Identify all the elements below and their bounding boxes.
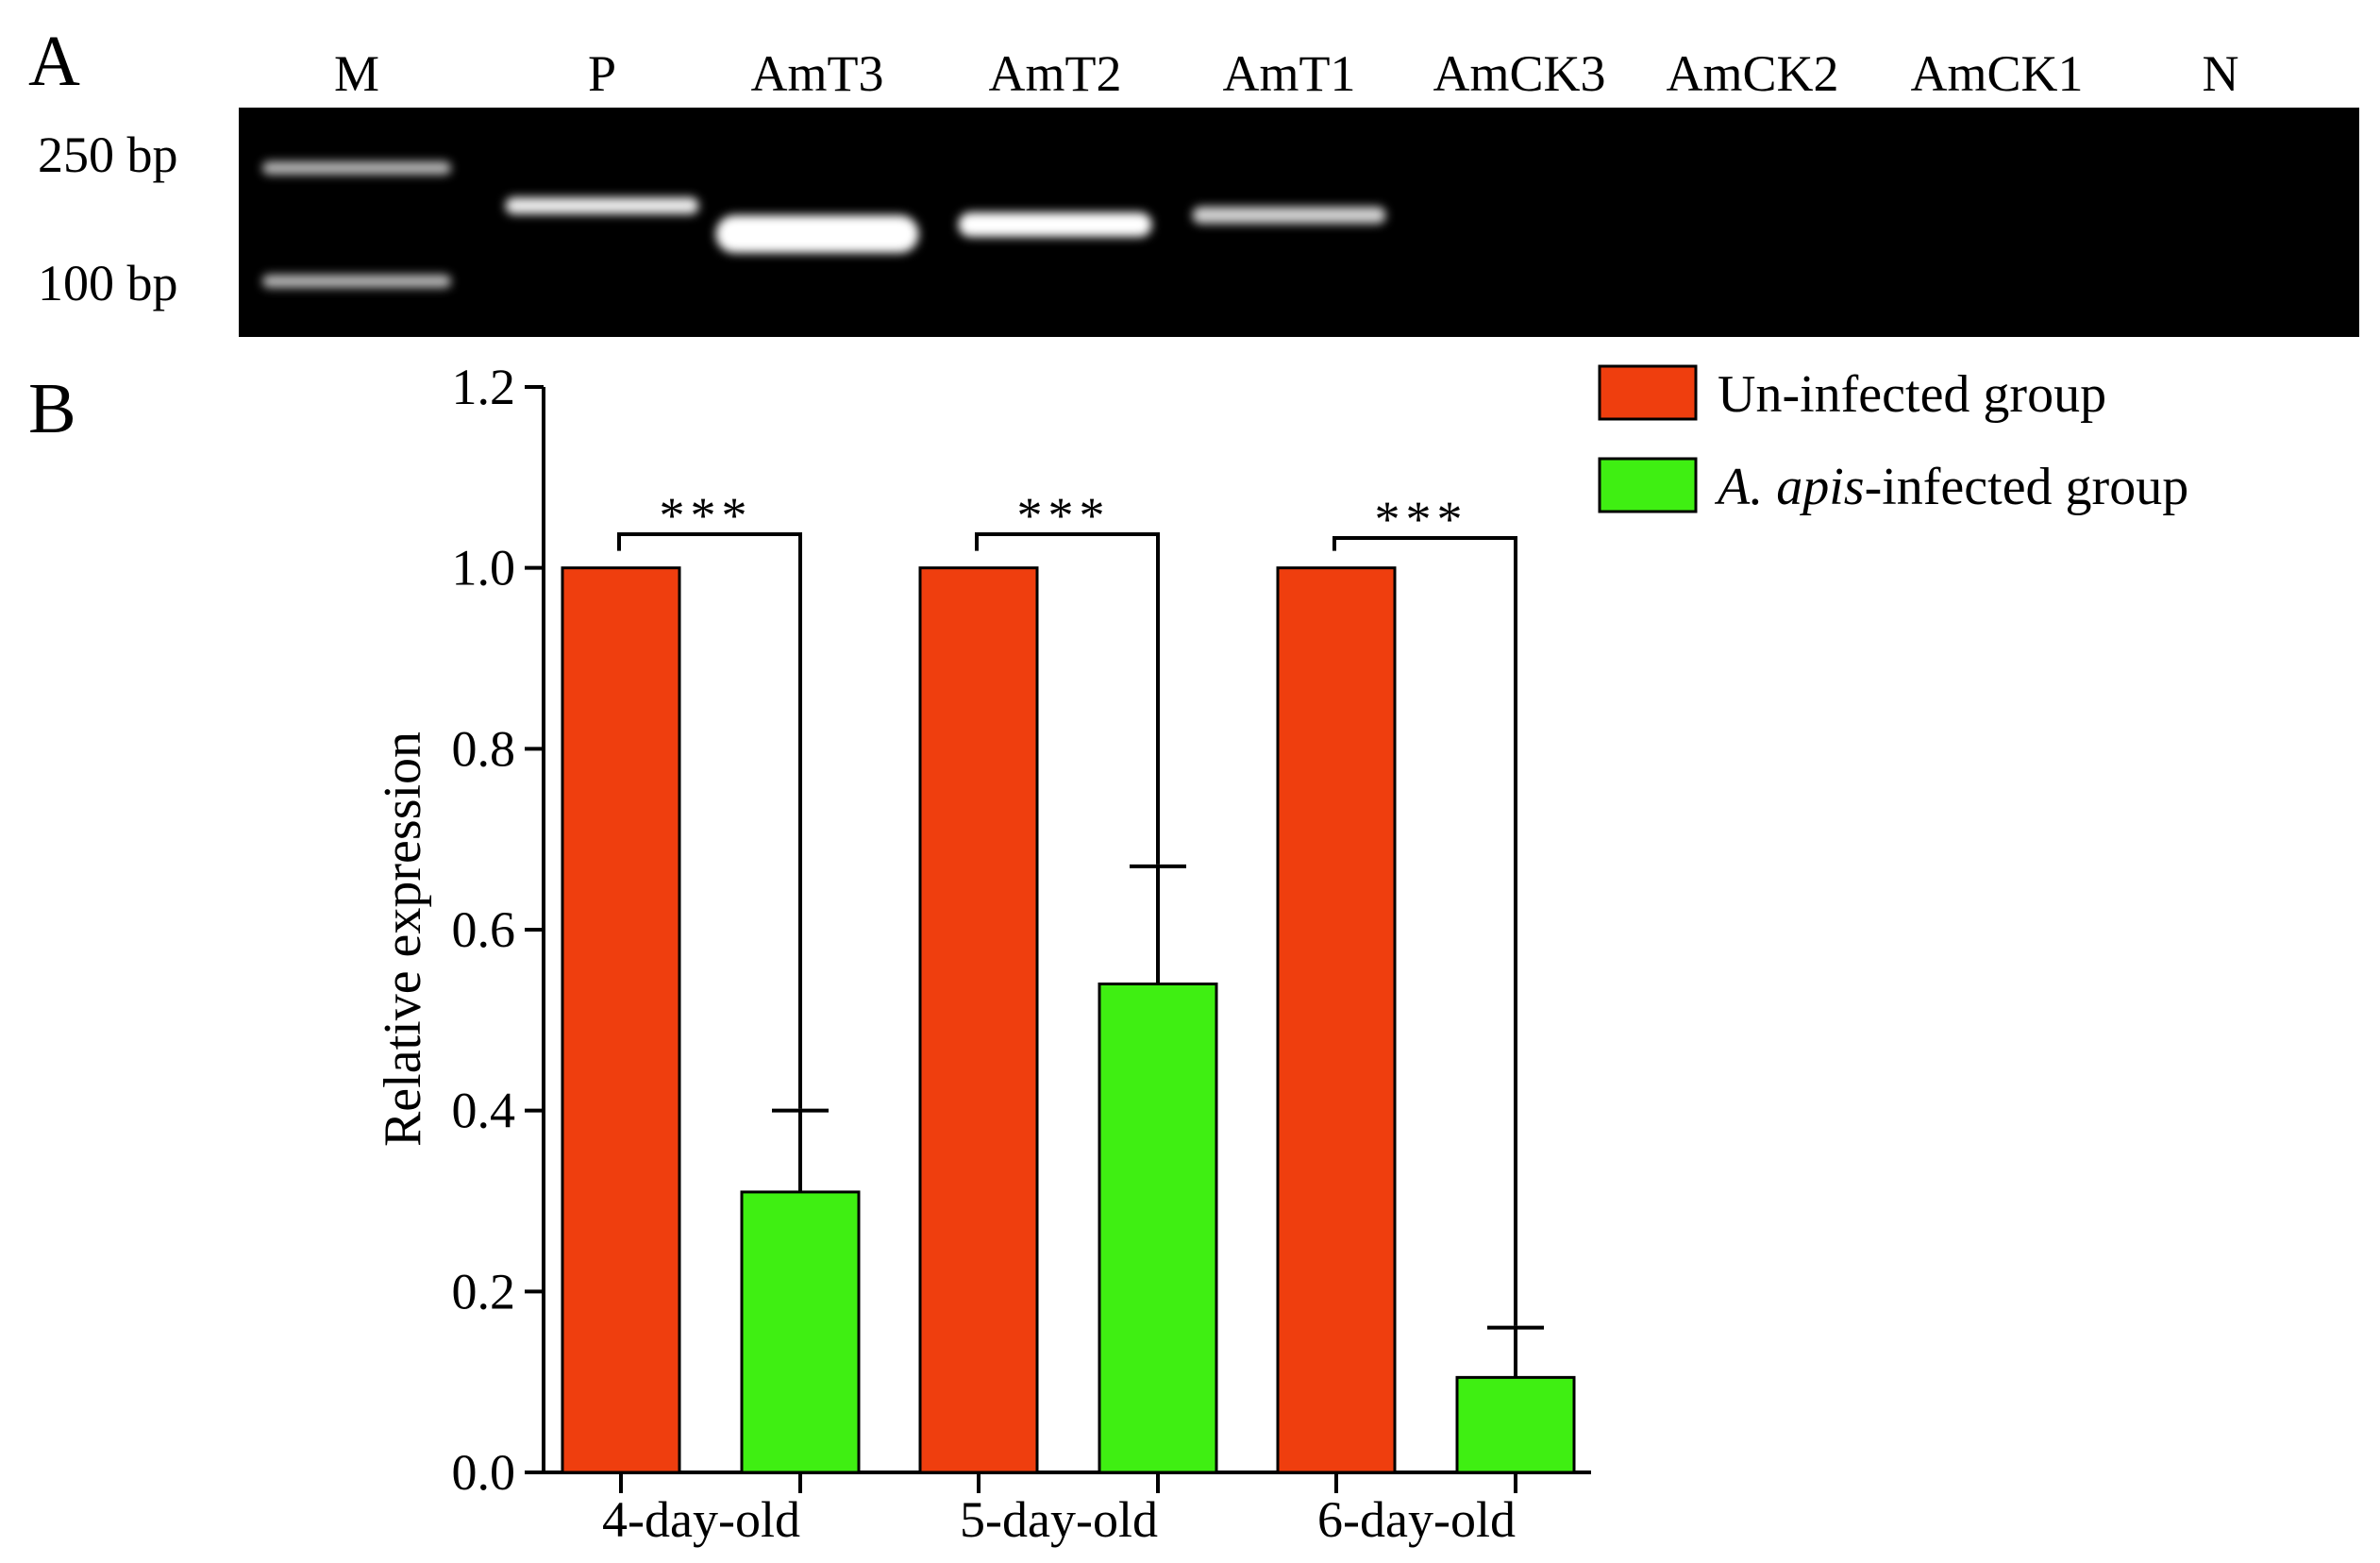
gel-band-amt3 bbox=[715, 215, 919, 253]
legend-label-infected: A. apis-infected group bbox=[1714, 458, 2188, 516]
legend-swatch-infected bbox=[1598, 457, 1698, 513]
x-tick-label-4-day-old: 4-day-old bbox=[602, 1491, 800, 1548]
significance-marker: *** bbox=[1375, 491, 1468, 547]
x-axis: 4-day-old 5-day-old 6-day-old bbox=[544, 1471, 1591, 1548]
lane-label-n: N bbox=[2203, 45, 2239, 102]
y-tick-label: 0.6 bbox=[452, 901, 516, 958]
bar-uninfected-5-day-old bbox=[918, 566, 1039, 1474]
gel-band-amt2 bbox=[958, 212, 1152, 237]
bar-infected-4-day-old bbox=[740, 1190, 861, 1474]
gel-lane-labels: M P AmT3 AmT2 AmT1 AmCK3 AmCK2 AmCK1 N bbox=[334, 45, 2239, 102]
y-tick-label: 1.0 bbox=[452, 540, 516, 597]
bar-infected-6-day-old bbox=[1455, 1375, 1576, 1474]
marker-label-250bp: 250 bp bbox=[38, 126, 178, 183]
gel-band-amt1 bbox=[1192, 207, 1386, 224]
legend: Un-infected group A. apis-infected group bbox=[1598, 364, 2188, 516]
bar-uninfected-6-day-old bbox=[1276, 566, 1397, 1474]
gel-band-m-2 bbox=[262, 275, 451, 288]
lane-label-p: P bbox=[588, 45, 616, 102]
legend-label-uninfected: Un-infected group bbox=[1718, 365, 2106, 424]
y-axis: 0.0 0.2 0.4 0.6 0.8 1.0 1.2 bbox=[452, 359, 545, 1501]
lane-label-amt3: AmT3 bbox=[751, 45, 884, 102]
panel-b-label: B bbox=[28, 369, 76, 448]
bars bbox=[561, 566, 1576, 1474]
gel-bands bbox=[262, 161, 1386, 288]
panel-a-label: A bbox=[28, 22, 80, 101]
bar-infected-5-day-old bbox=[1098, 983, 1218, 1474]
bar-chart: 0.0 0.2 0.4 0.6 0.8 1.0 1.2 4-day-old 5-day-old… bbox=[374, 359, 1591, 1548]
bar-uninfected-4-day-old bbox=[561, 566, 681, 1474]
legend-swatch-uninfected bbox=[1598, 364, 1698, 421]
significance-brackets: *** *** *** bbox=[617, 487, 1517, 1326]
lane-label-amt1: AmT1 bbox=[1223, 45, 1356, 102]
significance-bracket bbox=[1332, 536, 1517, 1326]
lane-label-m: M bbox=[334, 45, 379, 102]
significance-marker: *** bbox=[660, 487, 753, 544]
y-tick-label: 0.4 bbox=[452, 1083, 516, 1139]
lane-label-amck1: AmCK1 bbox=[1910, 45, 2083, 102]
gel-band-m bbox=[262, 161, 451, 175]
x-tick-label-6-day-old: 6-day-old bbox=[1317, 1491, 1516, 1548]
gel-marker-labels: 250 bp 100 bp bbox=[38, 126, 178, 311]
gel-band-p bbox=[505, 197, 699, 214]
significance-bracket bbox=[975, 532, 1160, 865]
y-tick-label: 0.8 bbox=[452, 720, 516, 777]
lane-label-amck2: AmCK2 bbox=[1666, 45, 1838, 102]
lane-label-amck3: AmCK3 bbox=[1433, 45, 1605, 102]
lane-label-amt2: AmT2 bbox=[989, 45, 1122, 102]
y-tick-label: 0.2 bbox=[452, 1263, 516, 1319]
x-tick-label-5-day-old: 5-day-old bbox=[960, 1491, 1158, 1548]
y-axis-label: Relative expression bbox=[374, 731, 432, 1147]
marker-label-100bp: 100 bp bbox=[38, 255, 178, 311]
significance-marker: *** bbox=[1017, 487, 1111, 544]
y-tick-label: 1.2 bbox=[452, 359, 516, 415]
significance-bracket bbox=[617, 532, 802, 1109]
y-tick-label: 0.0 bbox=[452, 1444, 516, 1501]
